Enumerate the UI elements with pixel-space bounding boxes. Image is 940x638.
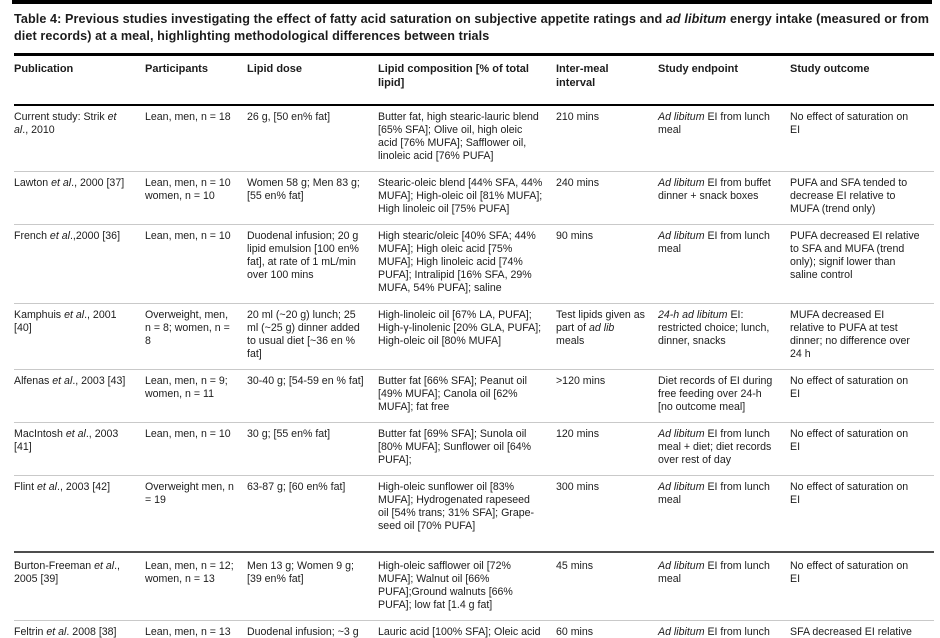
cell-participants: Lean, men, n = 13 [145,620,247,638]
cell-lipid-composition: Butter fat [69% SFA]; Sunola oil [80% MU… [378,422,556,476]
cell-study-outcome: PUFA decreased EI relative to SFA and MU… [790,223,934,304]
page-top-rule [12,0,932,4]
cell-lipid-dose: 26 g, [50 en% fat] [247,110,331,123]
cell-study-outcome: No effect of saturation on EI [790,110,909,136]
cell-lipid-composition: Butter fat [66% SFA]; Peanut oil [49% MU… [378,368,556,423]
cell-publication: Lawton et al., 2000 [37] [14,170,145,225]
cell-study-outcome: No effect of saturation on EI [790,475,934,553]
header-row: Publication Participants Lipid dose Lipi… [14,54,934,106]
col-header-lipid-composition: Lipid composition [% of total lipid] [378,54,556,106]
cell-lipid-dose: 30 g; [55 en% fat] [247,422,378,476]
col-header-study-outcome: Study outcome [790,54,934,106]
cell-participants: Lean, men, n = 12; women, n = 13 [145,551,247,621]
table-row-feltrin-2008: Feltrin et al. 2008 [38] Lean, men, n = … [14,620,934,638]
cell-inter-meal-interval: Test lipids given as part of ad lib meal… [556,302,658,370]
cell-lipid-composition: High-oleic sunflower oil [83% MUFA]; Hyd… [378,475,556,553]
cell-lipid-dose: 30-40 g; [54-59 en % fat] [247,368,378,423]
cell-publication: MacIntosh et al., 2003 [41] [14,422,145,476]
table-row-burton-freeman-2005: Burton-Freeman et al., 2005 [39] Lean, m… [14,551,934,621]
cell-lipid-dose: Duodenal infusion; ~3 g lipid emulsion [… [247,620,378,638]
col-header-publication: Publication [14,54,145,106]
cell-study-endpoint: Ad libitum EI from lunch meal [658,110,770,136]
cell-lipid-dose: 63-87 g; [60 en% fat] [247,475,378,553]
cell-inter-meal-interval: >120 mins [556,368,658,423]
cell-lipid-composition: High-linoleic oil [67% LA, PUFA]; High-γ… [378,302,556,370]
table-row-kamphuis-2001: Kamphuis et al., 2001 [40] Overweight, m… [14,302,934,370]
col-header-study-endpoint: Study endpoint [658,54,790,106]
cell-study-outcome: PUFA and SFA tended to decrease EI relat… [790,170,934,225]
cell-study-outcome: No effect of saturation on EI [790,422,934,476]
table-row-french-2000: French et al.,2000 [36] Lean, men, n = 1… [14,223,934,304]
cell-participants: Lean, men, n = 9; women, n = 11 [145,368,247,423]
col-header-lipid-dose: Lipid dose [247,54,378,106]
cell-publication: Kamphuis et al., 2001 [40] [14,302,145,370]
cell-publication: Current study: Strik et al., 2010 [14,110,117,136]
cell-participants: Lean, men, n = 10 women, n = 10 [145,170,247,225]
cell-inter-meal-interval: 120 mins [556,422,658,476]
table-title: Table 4: Previous studies investigating … [14,12,930,43]
cell-study-outcome: No effect of saturation on EI [790,551,934,621]
cell-study-endpoint: Ad libitum EI from lunch meal + diet; di… [658,422,790,476]
table-row-alfenas-2003: Alfenas et al., 2003 [43] Lean, men, n =… [14,368,934,423]
cell-participants: Lean, men, n = 10 [145,422,247,476]
cell-study-endpoint: Diet records of EI during free feeding o… [658,368,790,423]
cell-lipid-composition: High stearic/oleic [40% SFA; 44% MUFA]; … [378,223,556,304]
col-header-participants: Participants [145,54,247,106]
cell-inter-meal-interval: 45 mins [556,551,658,621]
table-row-flint-2003: Flint et al., 2003 [42] Overweight men, … [14,475,934,553]
cell-publication: Flint et al., 2003 [42] [14,475,145,553]
cell-inter-meal-interval: 210 mins [556,110,599,123]
table-row-macintosh-2003: MacIntosh et al., 2003 [41] Lean, men, n… [14,422,934,476]
cell-lipid-composition: High-oleic safflower oil [72% MUFA]; Wal… [378,551,556,621]
cell-participants: Lean, men, n = 18 [145,110,231,123]
cell-study-endpoint: 24-h ad libitum EI: restricted choice; l… [658,302,790,370]
cell-publication: French et al.,2000 [36] [14,223,145,304]
cell-publication: Feltrin et al. 2008 [38] [14,620,145,638]
cell-lipid-composition: Butter fat, high stearic-lauric blend [6… [378,110,539,162]
cell-lipid-dose: Men 13 g; Women 9 g; [39 en% fat] [247,551,378,621]
studies-table: Publication Participants Lipid dose Lipi… [14,53,934,638]
cell-study-endpoint: Ad libitum EI from lunch meal [658,620,790,638]
cell-study-outcome: SFA decreased EI relative to MUFA and sa… [790,620,934,638]
cell-lipid-dose: Women 58 g; Men 83 g; [55 en% fat] [247,170,378,225]
cell-lipid-dose: Duodenal infusion; 20 g lipid emulsion [… [247,223,378,304]
cell-lipid-composition: Lauric acid [100% SFA]; Oleic acid [100%… [378,620,556,638]
cell-study-endpoint: Ad libitum EI from buffet dinner + snack… [658,170,790,225]
col-header-inter-meal-interval: Inter-meal interval [556,54,658,106]
cell-inter-meal-interval: 90 mins [556,223,658,304]
cell-participants: Lean, men, n = 10 [145,223,247,304]
cell-study-endpoint: Ad libitum EI from lunch meal [658,223,790,304]
cell-study-outcome: MUFA decreased EI relative to PUFA at te… [790,302,934,370]
cell-participants: Overweight men, n = 19 [145,475,247,553]
table-row-strik-2010: Current study: Strik et al., 2010 Lean, … [14,105,934,172]
cell-lipid-dose: 20 ml (~20 g) lunch; 25 ml (~25 g) dinne… [247,302,378,370]
cell-lipid-composition: Stearic-oleic blend [44% SFA, 44% MUFA];… [378,170,556,225]
cell-study-outcome: No effect of saturation on EI [790,368,934,423]
cell-inter-meal-interval: 60 mins [556,620,658,638]
cell-participants: Overweight, men, n = 8; women, n = 8 [145,302,247,370]
table-row-lawton-2000: Lawton et al., 2000 [37] Lean, men, n = … [14,170,934,225]
cell-publication: Alfenas et al., 2003 [43] [14,368,145,423]
cell-inter-meal-interval: 240 mins [556,170,658,225]
cell-study-endpoint: Ad libitum EI from lunch meal [658,475,790,553]
cell-inter-meal-interval: 300 mins [556,475,658,553]
cell-study-endpoint: Ad libitum EI from lunch meal [658,551,790,621]
cell-publication: Burton-Freeman et al., 2005 [39] [14,551,145,621]
